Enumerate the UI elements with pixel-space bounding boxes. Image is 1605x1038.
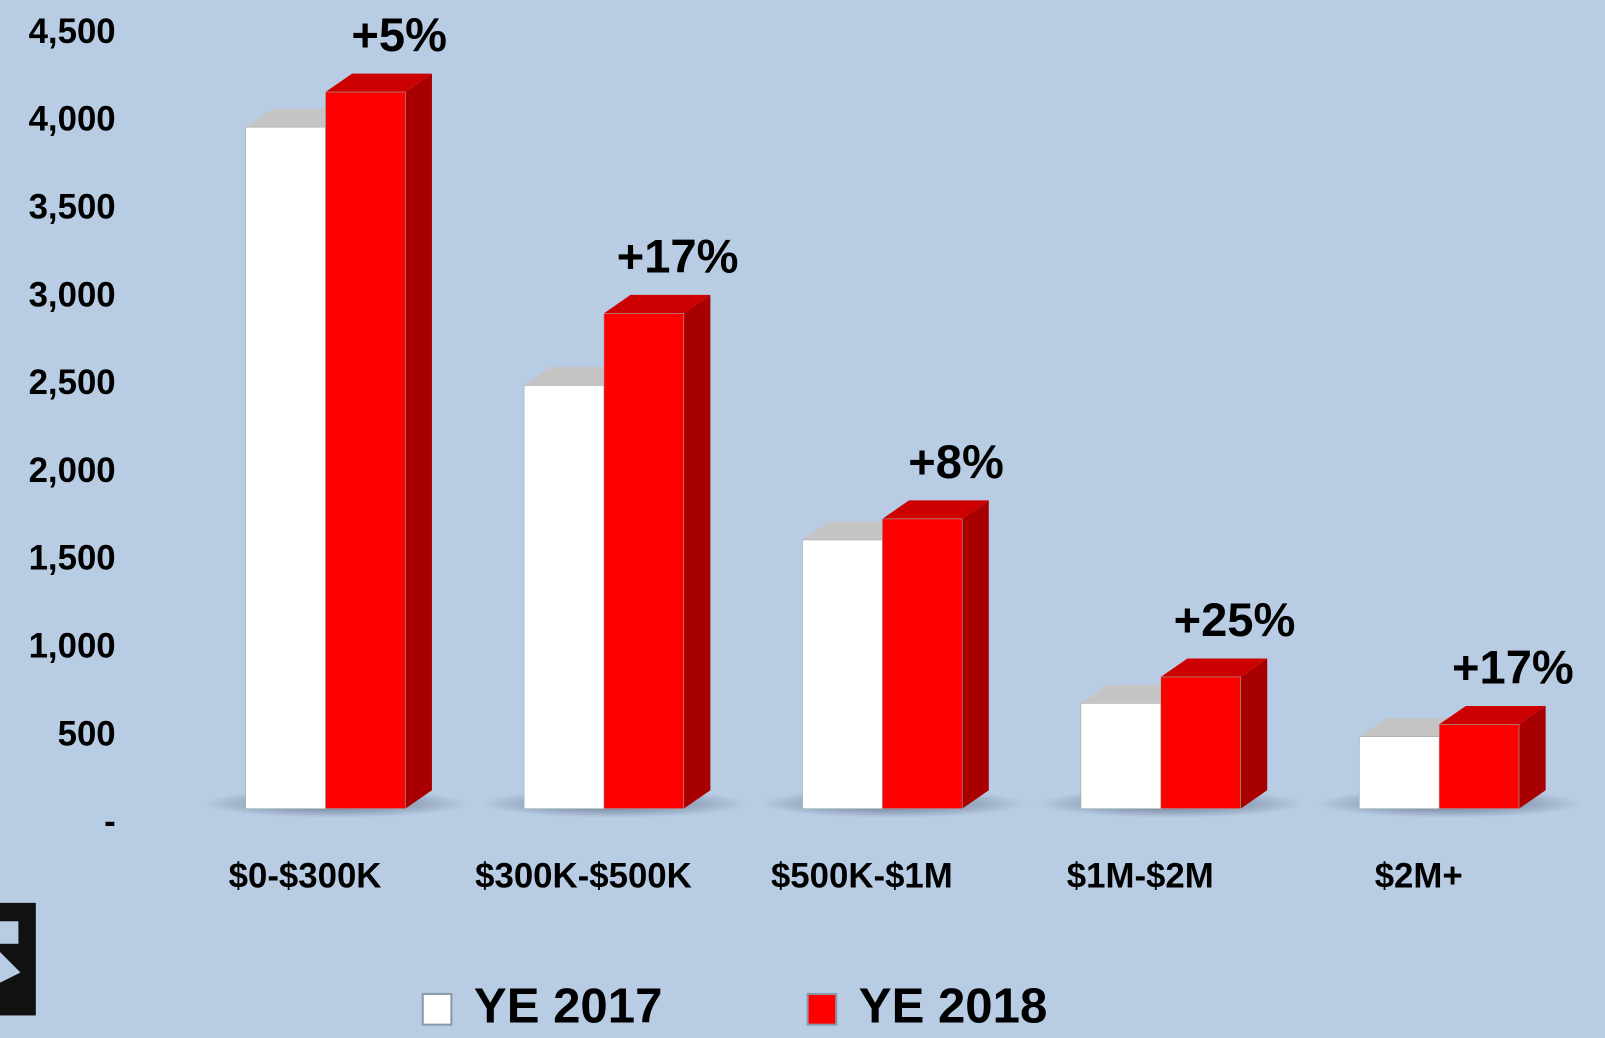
bar — [603, 294, 711, 809]
bar-front — [245, 126, 326, 809]
bar-side — [962, 500, 989, 809]
legend-item: YE 2018 — [806, 979, 1047, 1033]
x-tick-label: $300K-$500K — [475, 856, 692, 895]
y-tick-label: - — [104, 802, 116, 841]
bar-top — [603, 294, 711, 314]
x-tick-label: $500K-$1M — [771, 856, 953, 895]
legend-label: YE 2018 — [859, 979, 1047, 1033]
y-tick-label: 2,000 — [29, 451, 116, 490]
annotation: +17% — [1452, 641, 1574, 694]
bar-side — [405, 73, 432, 809]
legend-item: YE 2017 — [421, 979, 662, 1033]
bar-side — [683, 294, 711, 809]
bar — [1438, 705, 1546, 809]
y-tick-label: 4,500 — [29, 12, 116, 51]
bar — [882, 500, 989, 809]
annotation: +8% — [908, 435, 1004, 488]
y-tick-label: 500 — [58, 714, 116, 753]
y-tick-label: 1,500 — [29, 539, 116, 578]
y-tick-label: 2,500 — [29, 363, 116, 402]
annotation: +17% — [617, 230, 739, 283]
bar-front — [882, 518, 963, 809]
bar-front — [523, 385, 605, 809]
bar — [325, 73, 432, 809]
bar-front — [603, 313, 685, 809]
x-tick-label: $2M+ — [1375, 856, 1463, 895]
bar-top — [1439, 705, 1546, 725]
bar-front — [1359, 736, 1440, 809]
annotation: +25% — [1174, 593, 1296, 646]
x-tick-label: $0-$300K — [229, 856, 382, 895]
bar-top — [325, 73, 432, 93]
bar-front — [802, 539, 883, 809]
legend-swatch — [806, 992, 838, 1026]
bar-top — [1160, 658, 1268, 677]
y-tick-label: 1,000 — [29, 627, 116, 666]
y-tick-label: 3,500 — [29, 187, 116, 226]
legend-swatch — [421, 992, 453, 1026]
y-tick-label: 3,000 — [29, 275, 116, 314]
bar — [1160, 658, 1268, 809]
bar-side — [1240, 658, 1268, 809]
bar-top — [882, 500, 989, 519]
bar-front — [1160, 676, 1241, 809]
legend-label: YE 2017 — [474, 979, 662, 1033]
y-tick-label: 4,000 — [29, 100, 116, 139]
x-tick-label: $1M-$2M — [1067, 856, 1214, 895]
bar-front — [1080, 702, 1162, 809]
logo — [0, 902, 36, 1016]
bar-side — [1519, 705, 1546, 809]
bar-front — [325, 91, 406, 809]
annotation: +5% — [351, 8, 447, 61]
bar-front — [1438, 724, 1520, 809]
